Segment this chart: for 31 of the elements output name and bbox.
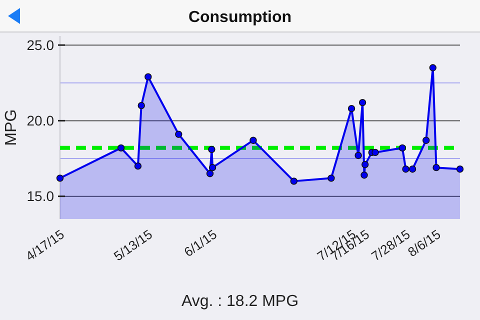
point [290,178,298,185]
point [358,98,366,106]
point [408,165,416,173]
point [432,164,440,172]
point [208,146,216,154]
point [138,102,145,110]
point [398,144,406,152]
point [354,152,362,160]
point [429,64,436,72]
point [360,172,368,179]
point [422,136,430,144]
chart-title: Consumption [188,9,292,26]
point [175,130,182,138]
y-tick-label: 15.0 [26,188,54,204]
point [328,174,335,182]
y-tick-label: 25.0 [26,36,54,53]
point [144,73,152,80]
point [361,160,369,168]
point [250,136,257,144]
point [117,144,125,152]
point [134,162,142,170]
point [372,148,379,156]
point [206,170,214,178]
point [402,165,410,173]
point [456,165,464,173]
point [56,174,64,182]
point [348,104,356,112]
y-tick-label: 20.0 [26,112,54,129]
text: Avg. : 18.2 MPG [181,293,299,310]
y-axis-title: MPG [3,109,20,146]
point [208,164,216,172]
